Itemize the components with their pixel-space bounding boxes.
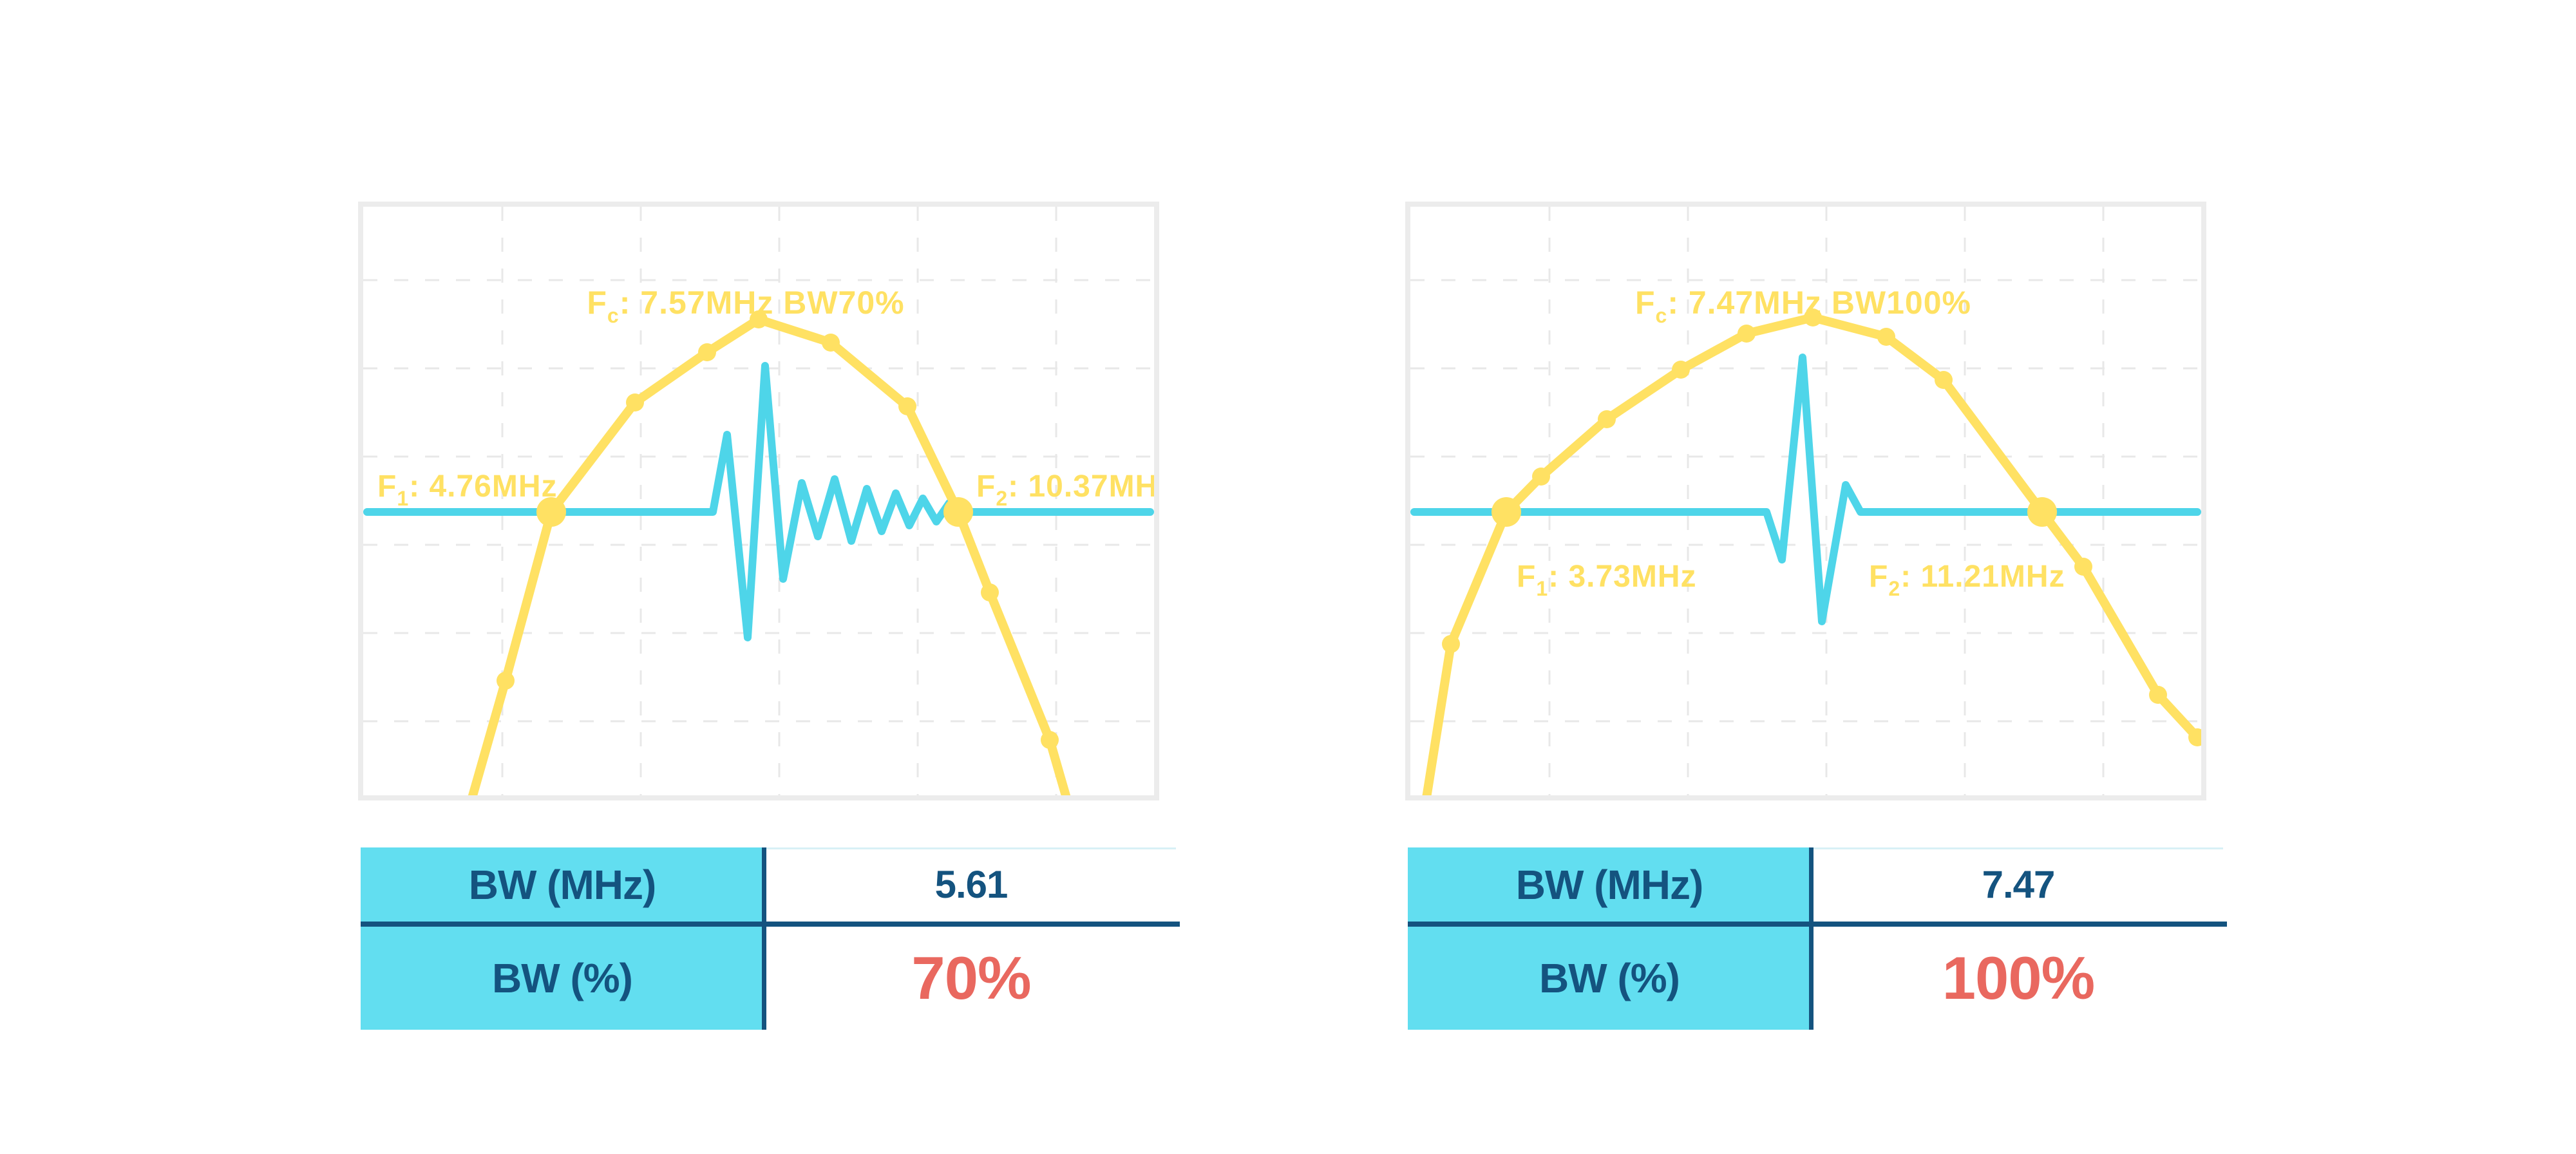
spectrum-point — [1532, 468, 1550, 486]
spectrum-chart-panel-100: Fc: 7.47MHz BW100% F1: 3.73MHz F2: 11.21MH… — [1405, 202, 2206, 800]
column-divider — [762, 847, 766, 1030]
table-top-border — [766, 847, 1176, 849]
fc-annotation: Fc: 7.57MHz BW70% — [587, 285, 904, 327]
spectrum-point — [750, 310, 768, 328]
spectrum-point — [626, 393, 644, 411]
spectrum-point — [1598, 410, 1616, 428]
bw-mhz-label: BW (MHz) — [468, 861, 657, 908]
bw-table-70: BW (MHz) 5.61 BW (%) 70% — [361, 847, 1180, 1030]
spectrum-bandwidth-point — [943, 497, 973, 527]
f1-annotation: F1: 3.73MHz — [1517, 560, 1697, 600]
spectrum-point — [2074, 558, 2092, 576]
fc-annotation: Fc: 7.47MHz BW100% — [1635, 285, 1971, 327]
spectrum-point — [2149, 686, 2167, 704]
bw-mhz-value: 7.47 — [1982, 863, 2056, 906]
bw-pct-value: 100% — [1942, 944, 2095, 1012]
pulse-waveform — [363, 362, 1154, 641]
spectrum-curve — [468, 315, 1071, 795]
spectrum-point — [1442, 635, 1460, 653]
spectrum-point — [1935, 371, 1953, 389]
bw-pct-label: BW (%) — [1539, 955, 1680, 1001]
spectrum-bandwidth-point — [536, 497, 566, 527]
spectrum-chart-panel-70: Fc: 7.57MHz BW70% F1: 4.76MHz F2: 10.37MHz — [358, 202, 1159, 800]
spectrum-point — [1804, 308, 1822, 326]
spectrum-point — [1877, 328, 1895, 346]
bw-mhz-label: BW (MHz) — [1515, 861, 1704, 908]
spectrum-point — [1738, 325, 1756, 343]
spectrum-point — [698, 343, 716, 361]
bw-mhz-value: 5.61 — [934, 863, 1009, 906]
label-column-bg — [361, 847, 764, 1030]
spectrum-point — [981, 583, 999, 601]
spectrum-chart-70: Fc: 7.57MHz BW70% F1: 4.76MHz F2: 10.37MHz — [363, 207, 1154, 795]
spectrum-curve — [1422, 313, 2201, 795]
f1-annotation: F1: 4.76MHz — [377, 469, 558, 510]
f2-annotation: F2: 11.21MHz — [1869, 560, 2065, 600]
row-divider — [361, 922, 1180, 927]
bw-table-100: BW (MHz) 7.47 BW (%) 100% — [1408, 847, 2227, 1030]
spectrum-point — [898, 397, 916, 415]
spectrum-point — [2188, 728, 2201, 746]
label-column-bg — [1408, 847, 1811, 1030]
row-divider — [1408, 922, 2227, 927]
f2-annotation: F2: 10.37MHz — [976, 469, 1154, 510]
bw-pct-label: BW (%) — [492, 955, 633, 1001]
spectrum-point — [1672, 361, 1690, 379]
spectrum-point — [1041, 731, 1059, 749]
spectrum-chart-100: Fc: 7.47MHz BW100% F1: 3.73MHz F2: 11.21MH… — [1410, 207, 2201, 795]
bw-pct-value: 70% — [911, 944, 1031, 1012]
table-top-border — [1814, 847, 2223, 849]
spectrum-bandwidth-point — [1492, 497, 1521, 527]
spectrum-bandwidth-point — [2027, 497, 2057, 527]
column-divider — [1809, 847, 1814, 1030]
spectrum-point — [822, 334, 840, 352]
spectrum-point — [497, 672, 515, 690]
pulse-waveform — [1410, 354, 2201, 625]
